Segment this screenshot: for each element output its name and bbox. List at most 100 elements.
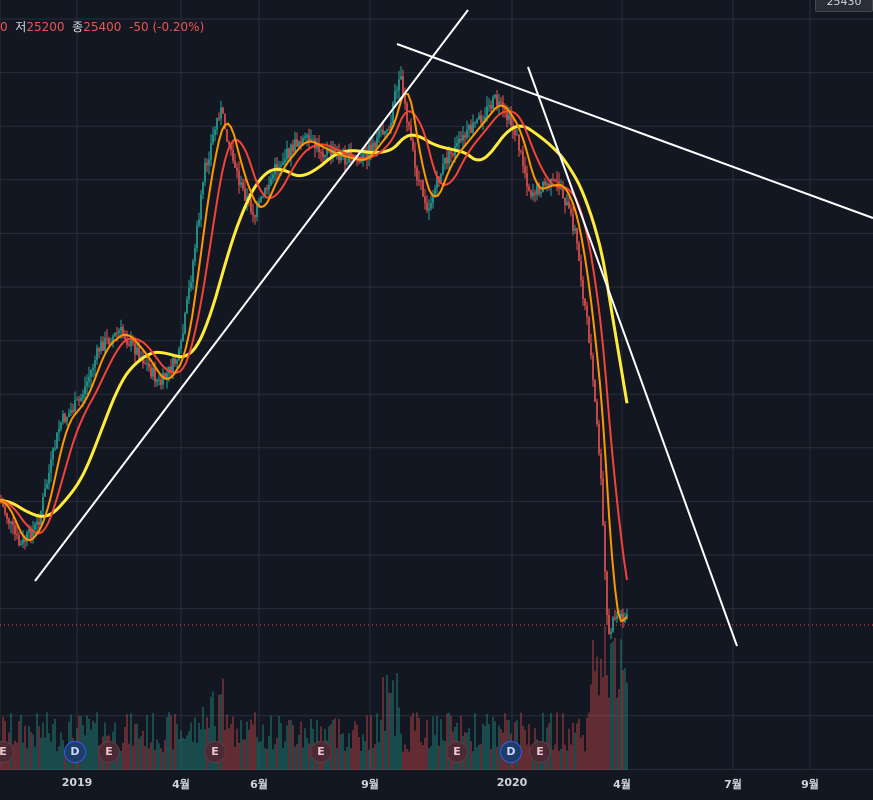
candle-body	[490, 105, 492, 109]
volume-bar	[86, 715, 88, 770]
volume-bar	[100, 751, 102, 770]
volume-bar	[394, 735, 396, 770]
candle-body	[416, 167, 418, 181]
candle-body	[62, 413, 64, 423]
volume-bar	[562, 713, 564, 770]
candle-body	[232, 150, 234, 161]
candle-body	[286, 148, 288, 159]
volume-bar	[148, 748, 150, 770]
volume-bar	[192, 741, 194, 770]
volume-bar	[266, 748, 268, 770]
candle-body	[290, 144, 292, 159]
volume-bar	[388, 692, 390, 770]
volume-bar	[302, 747, 304, 770]
candle-body	[486, 106, 488, 118]
candle-body	[484, 117, 486, 122]
candle-body	[170, 366, 172, 373]
candle-body	[48, 472, 50, 484]
volume-bar	[414, 730, 416, 770]
candle-body	[346, 163, 348, 165]
candle-body	[464, 135, 466, 138]
candle-body	[156, 379, 158, 382]
volume-bar	[584, 751, 586, 770]
volume-bar	[620, 639, 622, 770]
candle-body	[446, 157, 448, 164]
volume-bar	[550, 713, 552, 770]
trendlines[interactable]	[34, 9, 873, 647]
event-dividend-2[interactable]: D	[500, 741, 522, 763]
moving-averages	[0, 92, 629, 623]
volume-bar	[558, 750, 560, 770]
volume-bar	[304, 728, 306, 770]
trendline-falling[interactable]	[527, 66, 738, 647]
candle-body	[400, 76, 402, 80]
volume-bar	[90, 729, 92, 770]
volume-bar	[188, 731, 190, 770]
trendline-rising[interactable]	[34, 9, 469, 582]
volume-bar	[614, 637, 616, 770]
candle-body	[194, 248, 196, 262]
volume-bar	[554, 744, 556, 770]
candle-body	[462, 135, 464, 141]
volume-bar	[606, 675, 608, 770]
candle-body	[500, 101, 502, 103]
candle-body	[118, 330, 120, 333]
volume-bar	[356, 724, 358, 770]
candle-body	[576, 228, 578, 244]
volume-bar	[366, 715, 368, 770]
volume-bar	[482, 723, 484, 770]
volume-bar	[160, 748, 162, 770]
candle-body	[530, 190, 532, 197]
event-earnings-2[interactable]: E	[98, 741, 120, 763]
volume-bar	[390, 693, 392, 770]
volume-bar	[600, 658, 602, 770]
candle-body	[84, 386, 86, 395]
candle-body	[506, 109, 508, 121]
volume-bar	[118, 750, 120, 770]
volume-bar	[40, 737, 42, 770]
x-label-apr-2019: 4월	[172, 778, 190, 791]
event-earnings-6[interactable]: E	[529, 741, 551, 763]
candle-body	[146, 363, 148, 365]
volume-bar	[174, 714, 176, 770]
volume-bar	[202, 707, 204, 770]
volume-bar	[340, 734, 342, 770]
volume-bar	[170, 715, 172, 770]
event-earnings-4[interactable]: E	[310, 741, 332, 763]
candle-body	[76, 399, 78, 401]
volume-bar	[568, 728, 570, 770]
candle-body	[538, 183, 540, 194]
candle-body	[466, 129, 468, 138]
candle-body	[214, 129, 216, 135]
event-earnings-3[interactable]: E	[204, 741, 226, 763]
volume-bar	[142, 730, 144, 770]
candle-body	[510, 114, 512, 126]
candle-body	[514, 129, 516, 136]
candle-body	[496, 94, 498, 106]
volume-bar	[240, 720, 242, 770]
candle-body	[294, 139, 296, 152]
candle-body	[252, 211, 254, 215]
candle-body	[300, 141, 302, 145]
candle-body	[50, 459, 52, 473]
volume-bar	[400, 733, 402, 770]
candle-body	[498, 101, 500, 106]
event-earnings-5[interactable]: E	[446, 741, 468, 763]
candle-body	[268, 184, 270, 190]
volume-bar	[434, 735, 436, 770]
volume-bar	[566, 750, 568, 770]
volume-bar	[468, 728, 470, 770]
volume-bar	[402, 751, 404, 770]
candle-body	[402, 76, 404, 96]
volume-bar	[368, 749, 370, 770]
event-dividend-1[interactable]: D	[64, 741, 86, 763]
trendline-top[interactable]	[396, 43, 873, 219]
volume-bar	[448, 712, 450, 770]
volume-bar	[564, 744, 566, 770]
x-label-sep-2020: 9월	[801, 778, 819, 791]
candle-body	[106, 338, 108, 340]
volume-bar	[586, 717, 588, 770]
volume-bar	[288, 720, 290, 770]
legend-close-value: 25400	[83, 20, 122, 34]
